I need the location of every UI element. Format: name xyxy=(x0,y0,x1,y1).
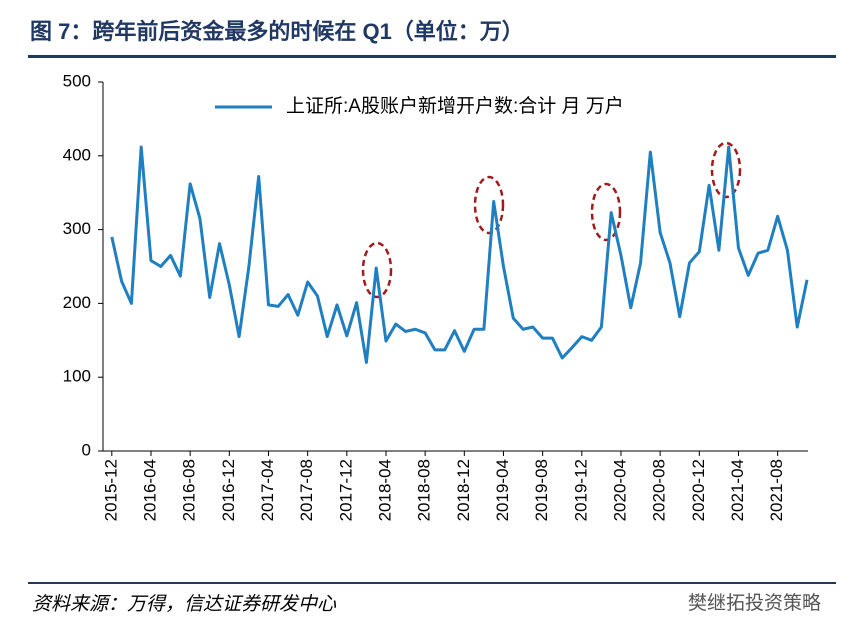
y-tick-label: 200 xyxy=(63,293,91,312)
y-tick-label: 100 xyxy=(63,367,91,386)
x-tick-label: 2018-08 xyxy=(415,459,434,521)
y-tick-label: 400 xyxy=(63,145,91,164)
title-rule xyxy=(28,55,836,58)
x-tick-label: 2019-12 xyxy=(571,459,590,521)
x-tick-label: 2017-04 xyxy=(258,459,277,521)
y-tick-label: 300 xyxy=(63,219,91,238)
x-tick-label: 2018-04 xyxy=(375,459,394,521)
x-tick-label: 2016-12 xyxy=(219,459,238,521)
x-tick-label: 2019-08 xyxy=(532,459,551,521)
chart-title: 图 7：跨年前后资金最多的时候在 Q1（单位：万） xyxy=(30,19,524,44)
y-tick-label: 0 xyxy=(82,440,91,459)
highlight-ellipses xyxy=(361,141,742,299)
legend-label: 上证所:A股账户新增开户数:合计 月 万户 xyxy=(286,95,624,117)
highlight xyxy=(473,175,505,235)
x-tick-label: 2015-12 xyxy=(101,459,120,521)
highlight xyxy=(361,241,393,299)
x-tick-label: 2020-12 xyxy=(689,459,708,521)
x-tick-label: 2021-04 xyxy=(728,459,747,521)
watermark: 樊继拓投资策略 xyxy=(688,592,821,614)
source-rule xyxy=(28,582,836,584)
highlight xyxy=(590,182,622,242)
x-tick-label: 2017-08 xyxy=(297,459,316,521)
x-tick-label: 2016-04 xyxy=(140,459,159,521)
x-tick-label: 2020-08 xyxy=(650,459,669,521)
highlight xyxy=(710,141,742,199)
data-line xyxy=(110,145,809,364)
y-tick-label: 500 xyxy=(63,71,91,90)
x-tick-label: 2021-08 xyxy=(767,459,786,521)
x-tick-label: 2016-08 xyxy=(180,459,199,521)
x-tick-label: 2017-12 xyxy=(336,459,355,521)
x-tick-label: 2020-04 xyxy=(610,459,629,521)
source: 资料来源：万得，信达证券研发中心 xyxy=(32,593,337,615)
x-tick-label: 2018-12 xyxy=(454,459,473,521)
x-tick-label: 2019-04 xyxy=(493,459,512,521)
